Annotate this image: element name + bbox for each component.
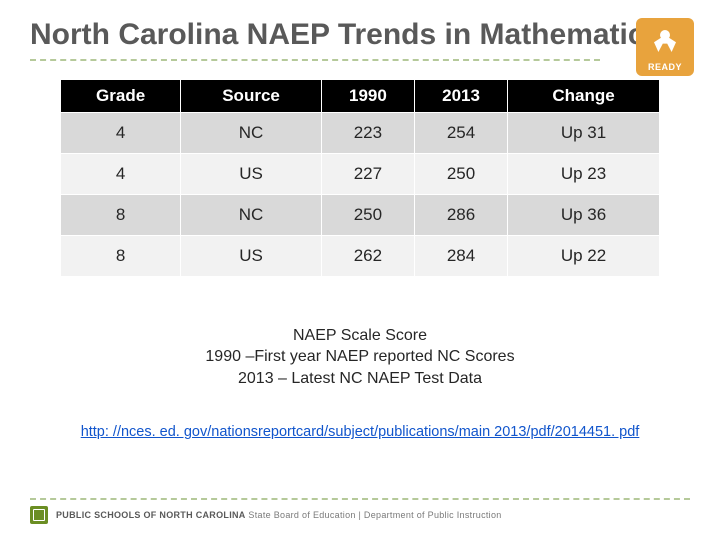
footer-divider xyxy=(30,498,690,500)
slide-footer: PUBLIC SCHOOLS OF NORTH CAROLINA State B… xyxy=(30,498,690,524)
col-1990: 1990 xyxy=(321,79,414,112)
cell: 8 xyxy=(61,194,181,235)
cell: Up 36 xyxy=(508,194,660,235)
cell: 250 xyxy=(414,153,507,194)
footer-org-rest: State Board of Education | Department of… xyxy=(246,510,502,520)
cell: Up 31 xyxy=(508,112,660,153)
cell: US xyxy=(181,235,322,276)
table-row: 8 US 262 284 Up 22 xyxy=(61,235,660,276)
cell: NC xyxy=(181,194,322,235)
table-row: 4 US 227 250 Up 23 xyxy=(61,153,660,194)
slide-container: North Carolina NAEP Trends in Mathematic… xyxy=(0,0,720,441)
title-underline xyxy=(30,59,600,61)
col-2013: 2013 xyxy=(414,79,507,112)
footer-org-strong: PUBLIC SCHOOLS OF NORTH CAROLINA xyxy=(56,510,246,520)
cell: 4 xyxy=(61,153,181,194)
caption-line: NAEP Scale Score xyxy=(30,325,690,347)
table-header-row: Grade Source 1990 2013 Change xyxy=(61,79,660,112)
caption-block: NAEP Scale Score 1990 –First year NAEP r… xyxy=(30,325,690,390)
col-change: Change xyxy=(508,79,660,112)
cell: 8 xyxy=(61,235,181,276)
cell: 284 xyxy=(414,235,507,276)
ready-badge: READY xyxy=(636,18,694,76)
cell: Up 23 xyxy=(508,153,660,194)
col-source: Source xyxy=(181,79,322,112)
ready-badge-label: READY xyxy=(648,62,682,72)
cell: 262 xyxy=(321,235,414,276)
table-row: 4 NC 223 254 Up 31 xyxy=(61,112,660,153)
cell: NC xyxy=(181,112,322,153)
cell: 227 xyxy=(321,153,414,194)
nc-schools-logo-icon xyxy=(30,506,48,524)
cell: 250 xyxy=(321,194,414,235)
cell: 4 xyxy=(61,112,181,153)
naep-trends-table: Grade Source 1990 2013 Change 4 NC 223 2… xyxy=(60,79,660,277)
cell: 286 xyxy=(414,194,507,235)
person-icon xyxy=(650,30,680,60)
footer-org-text: PUBLIC SCHOOLS OF NORTH CAROLINA State B… xyxy=(56,510,502,520)
table-row: 8 NC 250 286 Up 36 xyxy=(61,194,660,235)
source-link[interactable]: http: //nces. ed. gov/nationsreportcard/… xyxy=(81,424,640,440)
cell: US xyxy=(181,153,322,194)
cell: 254 xyxy=(414,112,507,153)
caption-line: 1990 –First year NAEP reported NC Scores xyxy=(30,346,690,368)
cell: 223 xyxy=(321,112,414,153)
caption-line: 2013 – Latest NC NAEP Test Data xyxy=(30,368,690,390)
source-link-row: http: //nces. ed. gov/nationsreportcard/… xyxy=(30,423,690,441)
col-grade: Grade xyxy=(61,79,181,112)
footer-content: PUBLIC SCHOOLS OF NORTH CAROLINA State B… xyxy=(30,506,690,524)
cell: Up 22 xyxy=(508,235,660,276)
slide-title: North Carolina NAEP Trends in Mathematic… xyxy=(30,18,690,53)
